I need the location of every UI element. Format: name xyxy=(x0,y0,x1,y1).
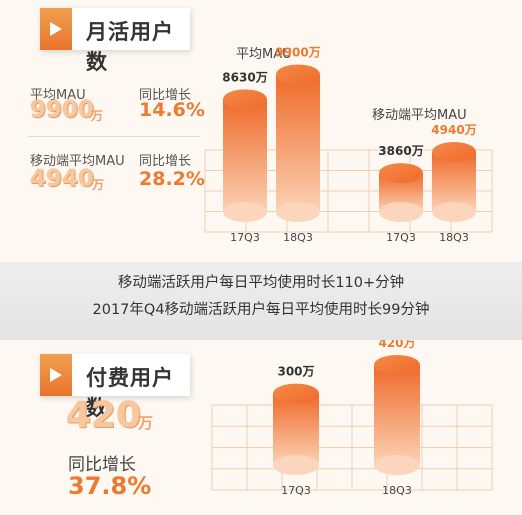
bar xyxy=(223,89,267,222)
tick-label: 18Q3 xyxy=(439,231,469,244)
tick-label: 17Q3 xyxy=(281,484,311,497)
usage-banner: 移动端活跃用户每日平均使用时长110+分钟 2017年Q4移动端活跃用户每日平均… xyxy=(0,262,522,340)
paying-growth-label: 同比增长 xyxy=(68,455,136,475)
bar-base xyxy=(276,202,320,222)
bar-base xyxy=(379,202,423,222)
active-users-header: 月活用户数 xyxy=(40,8,190,74)
bar xyxy=(276,64,320,222)
paying-value: 420 xyxy=(66,395,142,436)
data-label: 420万 xyxy=(378,340,415,350)
mau-growth-label: 同比增长 xyxy=(139,88,192,103)
grid xyxy=(211,404,493,491)
mobile-growth: 28.2% xyxy=(139,168,205,190)
tick-label: 18Q3 xyxy=(283,231,313,244)
chart-mobile-mau-title: 移动端平均MAU xyxy=(372,108,467,123)
data-label: 4940万 xyxy=(431,123,476,137)
stats-divider xyxy=(28,136,200,137)
banner-line-2: 2017年Q4移动端活跃用户每日平均使用时长99分钟 xyxy=(92,302,430,318)
mobile-mau-value: 4940 xyxy=(30,166,95,192)
paying-users-header: 付费用户数 xyxy=(40,354,190,420)
data-label: 9900万 xyxy=(275,46,320,60)
bar-base xyxy=(273,455,319,475)
active-users-title: 月活用户数 xyxy=(86,20,174,74)
bar-top xyxy=(276,64,320,85)
bar-top xyxy=(374,355,420,375)
play-arrow-icon xyxy=(40,8,72,50)
bar xyxy=(432,142,476,222)
bar-body xyxy=(273,393,319,465)
mau-label: 平均MAU xyxy=(30,88,86,103)
mobile-mau-label: 移动端平均MAU xyxy=(30,154,125,169)
bar xyxy=(379,163,423,222)
bar-body xyxy=(223,99,267,212)
tick-label: 17Q3 xyxy=(386,231,416,244)
mau-unit: 万 xyxy=(91,109,104,123)
data-label: 300万 xyxy=(277,365,314,379)
bar-body xyxy=(276,74,320,212)
data-label: 3860万 xyxy=(378,144,423,158)
bar-top xyxy=(273,383,319,404)
bar-base xyxy=(223,202,267,222)
data-label: 8630万 xyxy=(222,70,267,84)
bar-top xyxy=(432,142,476,162)
paying-unit: 万 xyxy=(138,414,154,432)
paying-growth: 37.8% xyxy=(68,472,152,500)
bar-base xyxy=(432,202,476,222)
bar-top xyxy=(379,163,423,184)
bar-base xyxy=(374,455,420,475)
mobile-growth-label: 同比增长 xyxy=(139,154,192,169)
play-arrow-icon xyxy=(40,354,72,396)
tick-label: 18Q3 xyxy=(382,484,412,497)
bar xyxy=(374,355,420,475)
mau-growth: 14.6% xyxy=(139,99,205,121)
active-users-charts: 8630万 17Q3 9900万 18Q3 3860万 17Q3 4940万 18Q3 xyxy=(204,46,493,244)
tick-label: 17Q3 xyxy=(230,231,260,244)
chart-mau-title: 平均MAU xyxy=(236,47,292,62)
banner-line-1: 移动端活跃用户每日平均使用时长110+分钟 xyxy=(117,275,405,291)
bar-body xyxy=(374,365,420,465)
bar-top xyxy=(223,89,267,110)
paying-users-title: 付费用户数 xyxy=(86,366,174,420)
mau-value: 9900 xyxy=(30,97,95,123)
bar xyxy=(273,383,319,475)
mobile-mau-unit: 万 xyxy=(92,178,105,192)
paying-users-section: 付费用户数 420 万 同比增长 37.8% xyxy=(0,340,522,515)
paying-users-chart: 300万 17Q3 420万 18Q3 xyxy=(211,340,493,497)
